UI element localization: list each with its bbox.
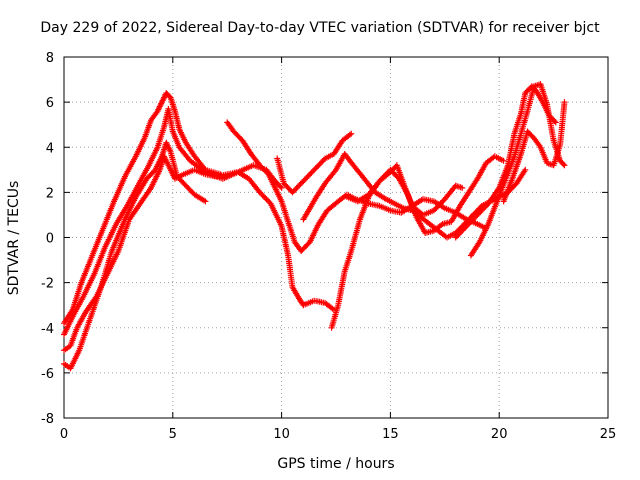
- y-tick-label: 4: [46, 141, 54, 156]
- y-tick-label: 0: [46, 232, 54, 247]
- y-tick-label: -2: [41, 277, 54, 292]
- x-tick-label: 5: [169, 427, 177, 442]
- data-point-markers: [61, 139, 209, 372]
- data-point-markers: [500, 99, 568, 205]
- series-track-8: [328, 162, 466, 331]
- data-point-markers: [61, 90, 224, 327]
- data-points: [61, 81, 568, 372]
- data-point-markers: [328, 162, 466, 331]
- data-point-markers: [467, 81, 568, 259]
- series-track-2: [61, 139, 209, 372]
- y-tick-label: -8: [41, 412, 54, 427]
- data-point-markers: [343, 153, 507, 236]
- x-tick-label: 0: [60, 427, 68, 442]
- x-tick-label: 20: [491, 427, 508, 442]
- y-tick-label: -4: [41, 322, 54, 337]
- series-track-12: [500, 99, 568, 205]
- y-tick-label: 2: [46, 186, 54, 201]
- y-axis-ticks: -8 -6 -4 -2 0 2 4 6 8: [41, 51, 608, 427]
- x-tick-label: 25: [600, 427, 617, 442]
- x-axis-label: GPS time / hours: [277, 456, 395, 472]
- x-tick-label: 10: [273, 427, 290, 442]
- grid-lines: [64, 57, 608, 418]
- series-track-11: [467, 81, 568, 259]
- x-tick-label: 15: [382, 427, 399, 442]
- y-tick-label: 8: [46, 51, 54, 66]
- y-tick-label: -6: [41, 367, 54, 382]
- y-tick-label: 6: [46, 96, 54, 111]
- series-track-6: [274, 130, 355, 196]
- series-track-9: [343, 153, 507, 236]
- y-axis-label: SDTVAR / TECUs: [6, 180, 22, 296]
- data-point-markers: [274, 130, 355, 196]
- x-axis-ticks: 0 5 10 15 20 25: [60, 57, 616, 442]
- series-track-4: [61, 90, 224, 327]
- chart-title: Day 229 of 2022, Sidereal Day-to-day VTE…: [40, 20, 600, 36]
